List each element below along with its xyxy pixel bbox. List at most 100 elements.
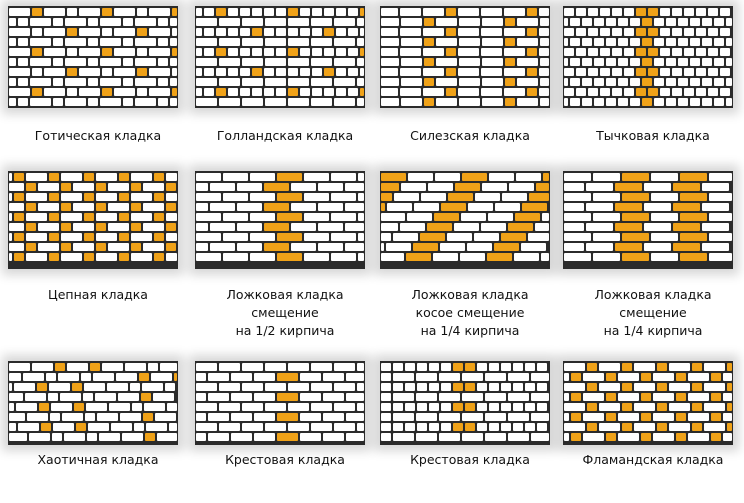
brick <box>18 78 28 86</box>
brick <box>123 58 133 66</box>
brick <box>9 223 24 231</box>
brick <box>401 98 422 106</box>
brick <box>311 78 332 86</box>
accent-brick <box>515 213 540 221</box>
brick <box>264 88 274 96</box>
brick <box>108 223 129 231</box>
brick <box>423 88 444 96</box>
brick <box>196 58 217 66</box>
brick <box>612 88 622 96</box>
brick <box>433 253 458 261</box>
brick <box>123 18 133 26</box>
brick <box>525 363 535 371</box>
brick <box>65 18 86 26</box>
brick <box>231 433 252 441</box>
accent-brick <box>277 193 302 201</box>
brick <box>166 173 177 181</box>
accent-brick <box>14 213 24 221</box>
accent-brick <box>84 253 94 261</box>
brick <box>358 253 364 261</box>
brick <box>53 58 63 66</box>
brick <box>513 423 523 431</box>
brick <box>709 233 732 241</box>
brick <box>109 403 130 411</box>
brick <box>240 28 250 36</box>
brick <box>44 8 65 16</box>
brick <box>381 253 404 261</box>
brick <box>582 38 592 46</box>
brick <box>172 68 177 76</box>
brick <box>73 223 94 231</box>
brick <box>459 78 480 86</box>
brick <box>9 183 24 191</box>
brick <box>208 393 229 401</box>
brick <box>26 253 47 261</box>
accent-brick <box>448 193 473 201</box>
brick <box>651 253 678 261</box>
accent-brick <box>119 213 129 221</box>
brick <box>300 373 321 381</box>
accent-brick <box>119 173 129 181</box>
brick <box>660 28 670 36</box>
accent-brick <box>166 243 176 251</box>
brick <box>517 98 538 106</box>
brick <box>672 88 682 96</box>
brick <box>482 78 503 86</box>
brick <box>488 213 513 221</box>
brick <box>242 363 263 371</box>
brick <box>537 383 547 391</box>
accent-brick <box>622 383 632 391</box>
brick <box>52 433 62 441</box>
brick <box>576 88 586 96</box>
brick <box>64 433 85 441</box>
brick <box>720 68 730 76</box>
accent-brick <box>641 393 651 401</box>
brick <box>242 383 263 391</box>
brick <box>144 403 165 411</box>
brick <box>142 383 163 391</box>
brick <box>525 383 535 391</box>
brick <box>634 403 655 411</box>
brick <box>324 48 334 56</box>
brick <box>288 58 309 66</box>
brick <box>14 383 35 391</box>
brick <box>564 373 569 381</box>
accent-brick <box>657 363 667 371</box>
accent-brick <box>264 243 289 251</box>
brick <box>564 38 568 46</box>
brick <box>576 28 586 36</box>
brick <box>696 48 706 56</box>
accent-brick <box>636 48 646 56</box>
brick <box>660 88 670 96</box>
brick <box>26 233 47 241</box>
accent-brick <box>446 68 456 76</box>
brick <box>231 413 252 421</box>
brick <box>196 363 217 371</box>
brick <box>593 173 620 181</box>
brick <box>348 8 358 16</box>
accent-brick <box>61 243 71 251</box>
brick <box>318 243 343 251</box>
brick <box>436 18 457 26</box>
brick <box>393 373 414 381</box>
brick <box>65 58 86 66</box>
brick <box>288 383 309 391</box>
brick <box>86 403 107 411</box>
brick <box>405 383 415 391</box>
brick <box>570 78 580 86</box>
brick <box>170 58 177 66</box>
brick <box>196 68 202 76</box>
brick <box>618 38 628 46</box>
accent-brick <box>648 88 658 96</box>
brick <box>540 58 549 66</box>
brick <box>83 393 93 401</box>
brick <box>196 203 208 211</box>
brick <box>50 413 60 421</box>
brick <box>30 18 51 26</box>
pattern-caption: Крестовая кладка <box>225 452 345 467</box>
brick <box>459 18 480 26</box>
accent-brick <box>636 8 646 16</box>
brick <box>196 433 206 441</box>
brick <box>539 48 549 56</box>
brick <box>501 363 511 371</box>
